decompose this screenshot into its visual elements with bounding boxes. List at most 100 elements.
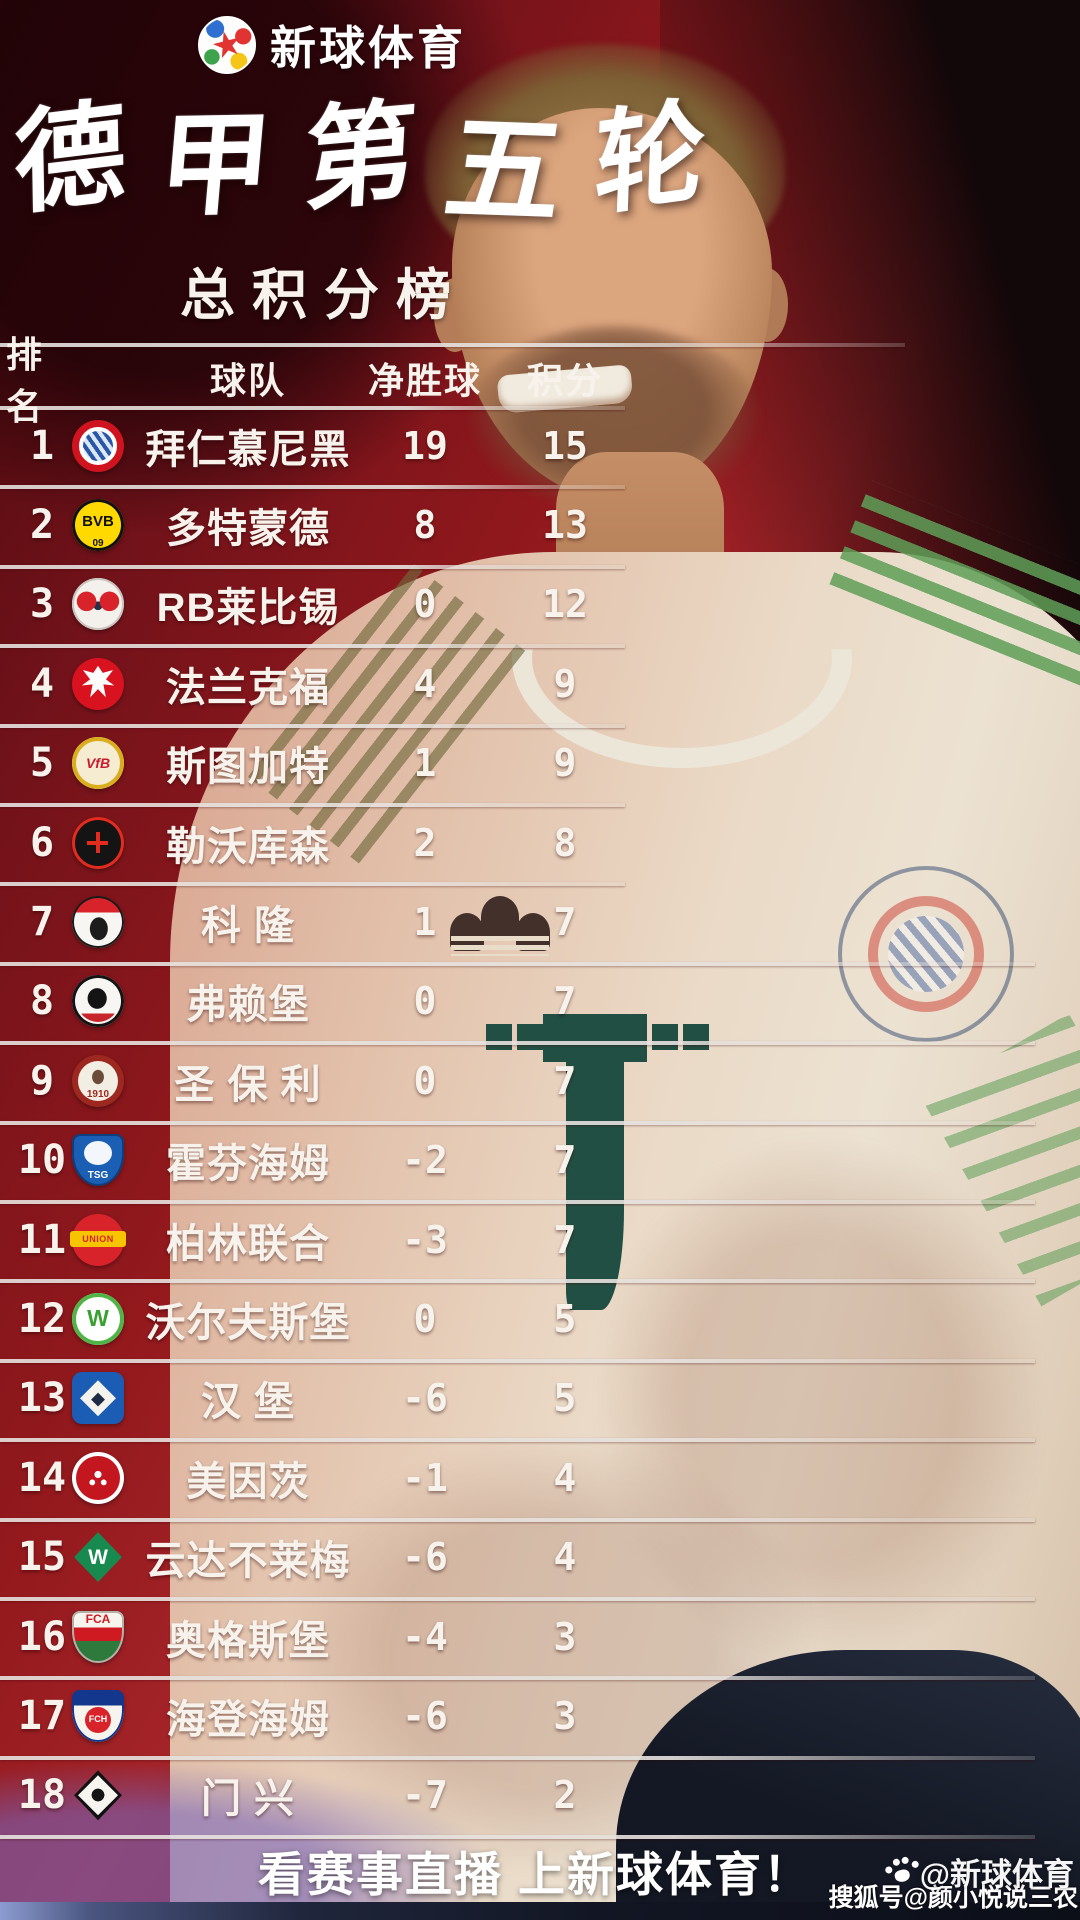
team-badge-bvb: BVB 09 xyxy=(72,498,124,551)
goal-diff-value: 4 xyxy=(413,661,437,706)
table-row: 2 BVB 09 多特蒙德 8 13 xyxy=(0,485,1080,564)
adidas-trefoil-icon xyxy=(447,896,553,966)
row-separator-line xyxy=(0,1517,1035,1522)
team-name: 海登海姆 xyxy=(166,1697,330,1742)
rank-value: 12 xyxy=(17,1295,67,1342)
points-value: 7 xyxy=(553,1058,577,1103)
team-name: 霍芬海姆 xyxy=(166,1142,330,1187)
team-badge-bayern xyxy=(72,419,124,472)
rank-value: 17 xyxy=(17,1692,67,1739)
team-badge-leipzig xyxy=(72,578,124,631)
team-badge-augsburg: FCA xyxy=(72,1610,124,1663)
team-name: 奥格斯堡 xyxy=(166,1618,330,1663)
goal-diff-value: -6 xyxy=(402,1535,448,1580)
brand-name: 新球体育 xyxy=(270,22,466,74)
team-name: 弗赖堡 xyxy=(186,983,310,1028)
goal-diff-value: -3 xyxy=(402,1217,448,1262)
goal-diff-value: 2 xyxy=(413,820,437,865)
jersey-shadow-fold xyxy=(600,1140,1040,1660)
points-value: 5 xyxy=(553,1376,577,1421)
team-badge-mainz xyxy=(72,1451,124,1504)
team-name: 圣 保 利 xyxy=(174,1062,322,1107)
telekom-t-logo xyxy=(543,1014,647,1062)
bayern-crest-outline-icon xyxy=(838,866,1014,1042)
row-separator-line xyxy=(0,1438,1035,1443)
team-badge-wolfsburg: W xyxy=(72,1292,124,1345)
points-value: 4 xyxy=(553,1535,577,1580)
goal-diff-value: -6 xyxy=(402,1376,448,1421)
rank-value: 6 xyxy=(29,819,55,866)
points-value: 8 xyxy=(553,820,577,865)
table-row: 10 TSG 霍芬海姆 -2 7 xyxy=(0,1121,1080,1200)
team-badge-gladbach xyxy=(74,1770,122,1821)
points-value: 3 xyxy=(553,1693,577,1738)
rank-value: 4 xyxy=(29,660,55,707)
goal-diff-value: -6 xyxy=(402,1693,448,1738)
column-header-points: 积分 xyxy=(526,360,603,401)
table-row: 13 ◆ 汉 堡 -6 5 xyxy=(0,1359,1080,1438)
goal-diff-value: 1 xyxy=(413,741,437,786)
background-bottom-strip xyxy=(0,1902,1080,1920)
team-name: 柏林联合 xyxy=(166,1221,330,1266)
team-name: 法兰克福 xyxy=(166,665,330,710)
table-row: 18 门 兴 -7 2 xyxy=(0,1756,1080,1835)
row-separator-line xyxy=(0,564,625,569)
watermark-primary: @新球体育 xyxy=(884,1849,1074,1894)
row-separator-line xyxy=(0,406,625,410)
rank-value: 13 xyxy=(17,1375,67,1422)
points-value: 9 xyxy=(553,741,577,786)
footer-slogan: 看赛事直播 上新球体育！ xyxy=(257,1848,813,1901)
team-badge-leverkusen xyxy=(72,816,124,869)
goal-diff-value: 19 xyxy=(402,423,448,468)
team-name: 科 隆 xyxy=(200,903,296,948)
table-row: 8 弗赖堡 0 7 xyxy=(0,962,1080,1041)
team-badge-union: UNION xyxy=(70,1213,126,1266)
table-row: 7 科 隆 1 7 xyxy=(0,882,1080,961)
paw-icon xyxy=(881,1854,920,1888)
watermark-secondary: 搜狐号@颜小悦说三农 xyxy=(828,1884,1078,1912)
points-value: 4 xyxy=(553,1455,577,1500)
rank-value: 14 xyxy=(17,1454,67,1501)
points-value: 3 xyxy=(553,1614,577,1659)
row-separator-line xyxy=(0,1755,1035,1760)
team-badge-hoffenheim: TSG xyxy=(72,1134,124,1187)
points-value: 12 xyxy=(542,582,588,627)
team-name: 云达不莱梅 xyxy=(145,1539,351,1584)
row-separator-line xyxy=(0,644,625,649)
team-badge-stpauli: 1910 xyxy=(72,1054,124,1107)
rank-value: 3 xyxy=(29,581,55,628)
row-separator-line xyxy=(0,803,625,807)
rank-value: 1 xyxy=(29,422,55,469)
row-separator-line xyxy=(0,1200,1035,1204)
row-separator-line xyxy=(0,1041,1035,1046)
rank-value: 5 xyxy=(29,740,55,787)
brand-logo: 新球体育 xyxy=(198,12,466,78)
rank-value: 2 xyxy=(29,501,55,548)
column-header-team: 球队 xyxy=(209,360,286,401)
team-badge-bremen: W xyxy=(74,1532,122,1583)
rank-value: 9 xyxy=(29,1057,55,1104)
points-value: 15 xyxy=(542,423,588,468)
team-name: 勒沃库森 xyxy=(166,824,330,869)
row-separator-line xyxy=(0,485,625,490)
team-name: 门 兴 xyxy=(200,1777,296,1822)
team-name: RB莱比锡 xyxy=(156,586,340,631)
rank-value: 15 xyxy=(17,1534,67,1581)
points-value: 9 xyxy=(553,661,577,706)
table-row: 14 美因茨 -1 4 xyxy=(0,1438,1080,1517)
table-row: 11 UNION 柏林联合 -3 7 xyxy=(0,1200,1080,1279)
goal-diff-value: 0 xyxy=(413,979,437,1024)
team-badge-heidenheim: FCH xyxy=(72,1689,124,1742)
team-badge-freiburg xyxy=(72,975,124,1028)
team-badge-frankfurt xyxy=(72,657,124,710)
row-separator-line xyxy=(0,1676,1035,1681)
points-value: 7 xyxy=(553,1138,577,1183)
team-name: 沃尔夫斯堡 xyxy=(145,1300,351,1345)
points-value: 7 xyxy=(553,899,577,944)
column-header-goal-diff: 净胜球 xyxy=(367,360,482,401)
table-row: 3 RB莱比锡 0 12 xyxy=(0,565,1080,644)
table-row: 5 VfB 斯图加特 1 9 xyxy=(0,724,1080,803)
table-row: 16 FCA 奥格斯堡 -4 3 xyxy=(0,1597,1080,1676)
